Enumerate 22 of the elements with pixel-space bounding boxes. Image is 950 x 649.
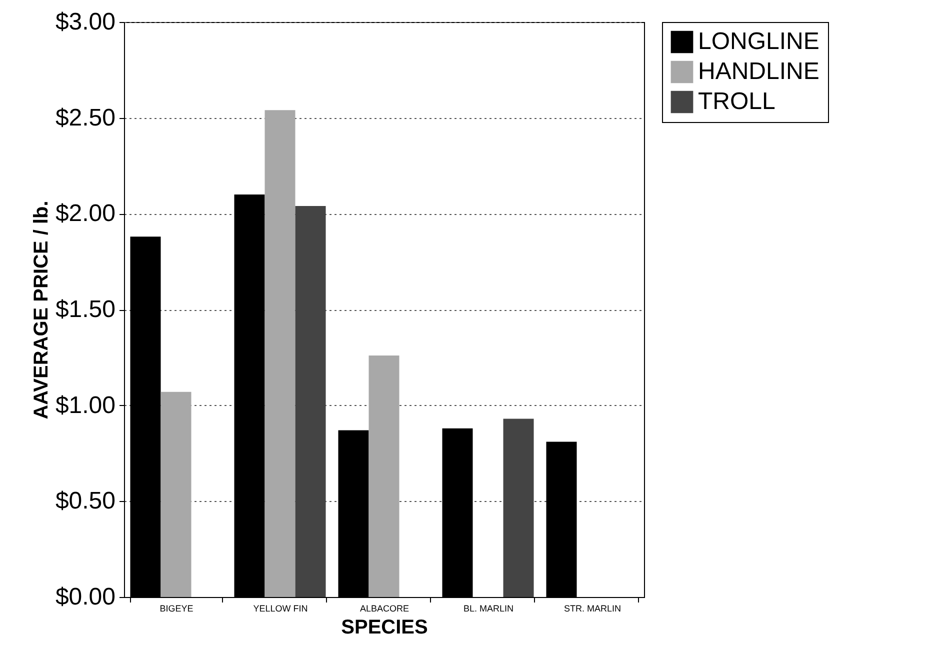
x-tick-label: BL. MARLIN — [463, 604, 514, 614]
x-tick-label: YELLOW FIN — [253, 604, 308, 614]
x-axis-title: SPECIES — [341, 616, 428, 638]
y-tick-label: $1.00 — [55, 392, 116, 419]
bar — [503, 418, 534, 597]
bar — [295, 206, 326, 597]
legend-label: HANDLINE — [698, 58, 820, 85]
y-tick-label: $0.50 — [55, 488, 116, 515]
x-tick-label: STR. MARLIN — [564, 604, 622, 614]
bar — [160, 392, 192, 597]
legend-label: LONGLINE — [698, 28, 820, 55]
y-axis-title: AAVERAGE PRICE / lb. — [30, 200, 52, 420]
x-tick-label: BIGEYE — [160, 604, 194, 614]
y-tick-label: $3.00 — [55, 8, 116, 36]
bar — [368, 356, 400, 597]
bar — [264, 110, 296, 597]
x-tick-label: ALBACORE — [360, 604, 410, 614]
legend-label: TROLL — [698, 88, 776, 115]
y-tick-label: $0.00 — [55, 584, 116, 610]
y-tick-label: $1.50 — [55, 296, 116, 323]
y-tick-label: $2.00 — [55, 200, 116, 228]
y-tick-label: $2.50 — [55, 104, 116, 132]
